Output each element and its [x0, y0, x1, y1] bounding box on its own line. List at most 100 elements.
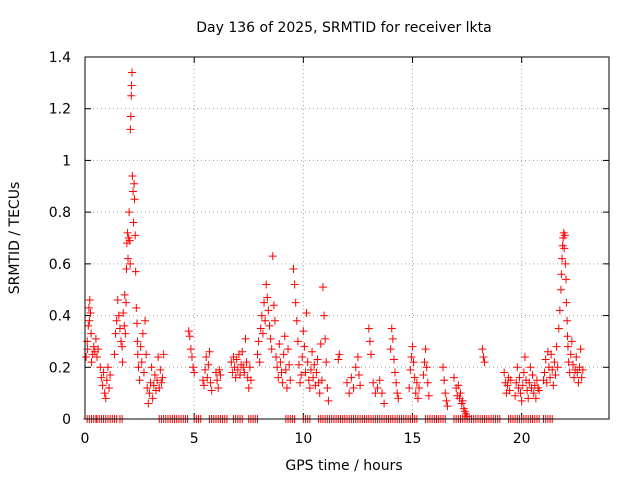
- data-point: [542, 378, 551, 387]
- data-point: [386, 345, 395, 354]
- data-point: [563, 342, 572, 351]
- data-point: [159, 350, 168, 359]
- data-point: [233, 365, 242, 374]
- data-point: [561, 259, 570, 268]
- data-point: [423, 378, 432, 387]
- data-point: [503, 381, 512, 390]
- data-point: [273, 363, 282, 372]
- data-point: [284, 345, 293, 354]
- data-point: [388, 334, 397, 343]
- data-point: [523, 386, 532, 395]
- data-point: [525, 378, 534, 387]
- data-point: [125, 236, 134, 245]
- data-point: [290, 280, 299, 289]
- data-point: [303, 358, 312, 367]
- data-point: [565, 368, 574, 377]
- data-point: [257, 311, 266, 320]
- data-point: [576, 345, 585, 354]
- chart-title: Day 136 of 2025, SRMTID for receiver lkt…: [196, 20, 491, 36]
- data-point: [117, 337, 126, 346]
- data-point: [112, 316, 121, 325]
- data-point: [421, 345, 430, 354]
- data-point: [511, 391, 520, 400]
- y-tick-label: 1: [62, 153, 71, 169]
- data-point: [566, 350, 575, 359]
- data-point: [269, 301, 278, 310]
- data-point: [315, 389, 324, 398]
- data-point: [231, 373, 240, 382]
- data-point: [557, 270, 566, 279]
- data-point: [85, 296, 94, 305]
- data-point: [546, 373, 555, 382]
- y-tick-label: 0.2: [49, 360, 71, 376]
- data-point: [132, 319, 141, 328]
- data-point: [439, 363, 448, 372]
- data-point: [574, 378, 583, 387]
- data-point: [275, 340, 284, 349]
- data-point: [564, 358, 573, 367]
- data-point: [560, 244, 569, 253]
- data-point: [413, 394, 422, 403]
- data-point: [355, 371, 364, 380]
- data-point: [256, 324, 265, 333]
- data-point: [120, 290, 129, 299]
- data-point: [111, 329, 120, 338]
- data-point: [520, 352, 529, 361]
- data-point: [130, 179, 139, 188]
- data-point: [207, 386, 216, 395]
- data-point: [137, 358, 146, 367]
- data-point: [318, 283, 327, 292]
- data-point: [578, 365, 587, 374]
- data-point: [124, 254, 133, 263]
- data-point: [185, 332, 194, 341]
- data-point: [412, 378, 421, 387]
- data-point: [296, 378, 305, 387]
- data-point: [299, 327, 308, 336]
- data-point: [149, 381, 158, 390]
- data-point: [281, 365, 290, 374]
- data-point: [131, 231, 140, 240]
- data-point: [349, 383, 358, 392]
- data-point: [334, 355, 343, 364]
- data-point: [480, 358, 489, 367]
- data-point: [270, 316, 279, 325]
- x-tick-label: 15: [404, 431, 422, 447]
- data-point: [449, 373, 458, 382]
- data-point: [377, 389, 386, 398]
- data-point: [85, 316, 94, 325]
- data-point: [298, 352, 307, 361]
- data-point: [265, 321, 274, 330]
- data-point: [513, 363, 522, 372]
- data-point: [375, 376, 384, 385]
- x-axis-label: GPS time / hours: [285, 458, 402, 474]
- y-axis-label: SRMTID / TECUs: [7, 182, 23, 295]
- data-point: [186, 345, 195, 354]
- data-point: [240, 368, 249, 377]
- data-point: [203, 373, 212, 382]
- data-point: [364, 324, 373, 333]
- data-point: [500, 368, 509, 377]
- data-point: [144, 399, 153, 408]
- data-point: [408, 342, 417, 351]
- data-point: [554, 324, 563, 333]
- data-point: [187, 352, 196, 361]
- data-point: [268, 252, 277, 261]
- data-point: [134, 363, 143, 372]
- data-point: [141, 316, 150, 325]
- data-point: [458, 396, 467, 405]
- data-point: [102, 376, 111, 385]
- data-point: [120, 321, 129, 330]
- data-point: [274, 373, 283, 382]
- data-point: [409, 358, 418, 367]
- data-point: [515, 373, 524, 382]
- data-point: [512, 378, 521, 387]
- data-point: [215, 365, 224, 374]
- data-point: [392, 378, 401, 387]
- data-point: [216, 371, 225, 380]
- data-point: [479, 352, 488, 361]
- data-point: [320, 311, 329, 320]
- data-point: [407, 352, 416, 361]
- y-tick-label: 1.4: [49, 50, 71, 66]
